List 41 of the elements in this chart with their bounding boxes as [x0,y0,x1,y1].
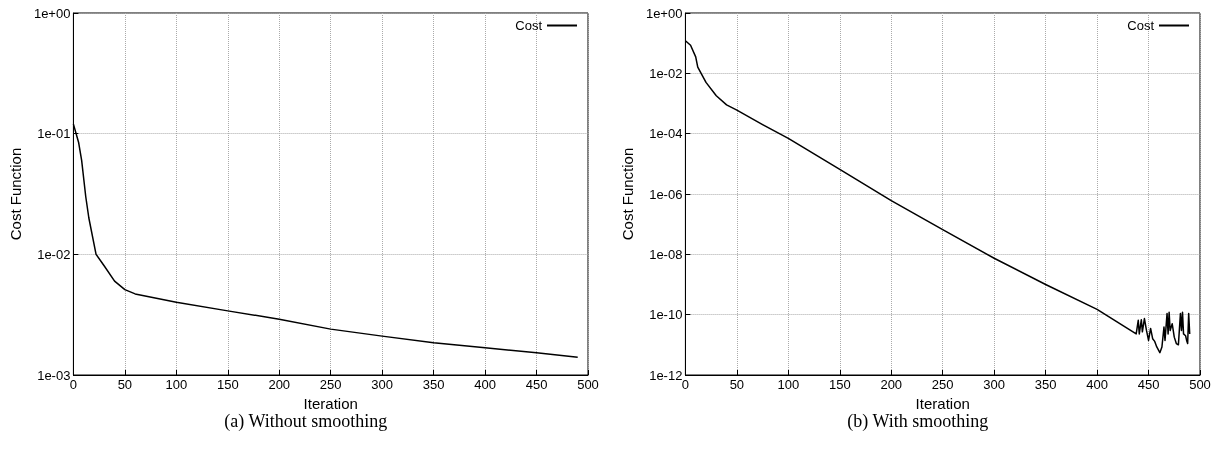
y-axis-title: Cost Function [7,147,24,241]
x-tick-label: 150 [828,377,851,392]
x-tick-label: 300 [371,377,394,392]
y-tick-label: 1e-06 [649,186,683,202]
x-tick-label: 400 [474,377,496,392]
legend-label: Cost [1127,18,1155,33]
x-tick-label: 350 [422,377,445,392]
y-tick-label: 1e-02 [649,65,683,81]
x-tick-label: 100 [165,377,188,392]
x-tick-label: 500 [1189,377,1211,392]
x-tick-label: 150 [216,377,239,392]
legend-label: Cost [515,18,543,33]
x-tick-label: 0 [69,377,78,392]
y-tick-label: 1e-10 [649,307,683,323]
x-tick-label: 100 [777,377,800,392]
x-tick-label: 300 [983,377,1006,392]
y-tick-label: 1e-12 [649,367,683,383]
x-tick-label: 200 [880,377,903,392]
y-axis-title: Cost Function [619,147,636,241]
y-tick-label: 1e-04 [649,126,683,142]
y-tick-label: 1e-03 [37,367,71,383]
x-axis-title: Iteration [303,394,358,412]
x-tick-label: 250 [931,377,954,392]
text: (b) With smoothing [847,411,989,432]
x-tick-label: 450 [525,377,548,392]
x-axis-title: Iteration [915,394,970,412]
x-tick-label: 250 [319,377,342,392]
x-tick-label: 500 [577,377,599,392]
x-tick-label: 350 [1034,377,1057,392]
x-tick-label: 400 [1086,377,1108,392]
x-tick-label: 450 [1137,377,1160,392]
y-tick-label: 1e-08 [649,246,683,262]
x-tick-label: 50 [729,377,745,392]
x-tick-label: 200 [268,377,291,392]
text: (a) Without smoothing [224,411,388,432]
x-tick-label: 0 [681,377,690,392]
x-tick-label: 50 [117,377,133,392]
y-tick-label: 1e+00 [33,5,71,21]
y-tick-label: 1e+00 [645,5,683,21]
y-tick-label: 1e-01 [37,126,71,142]
y-tick-label: 1e-02 [37,246,71,262]
